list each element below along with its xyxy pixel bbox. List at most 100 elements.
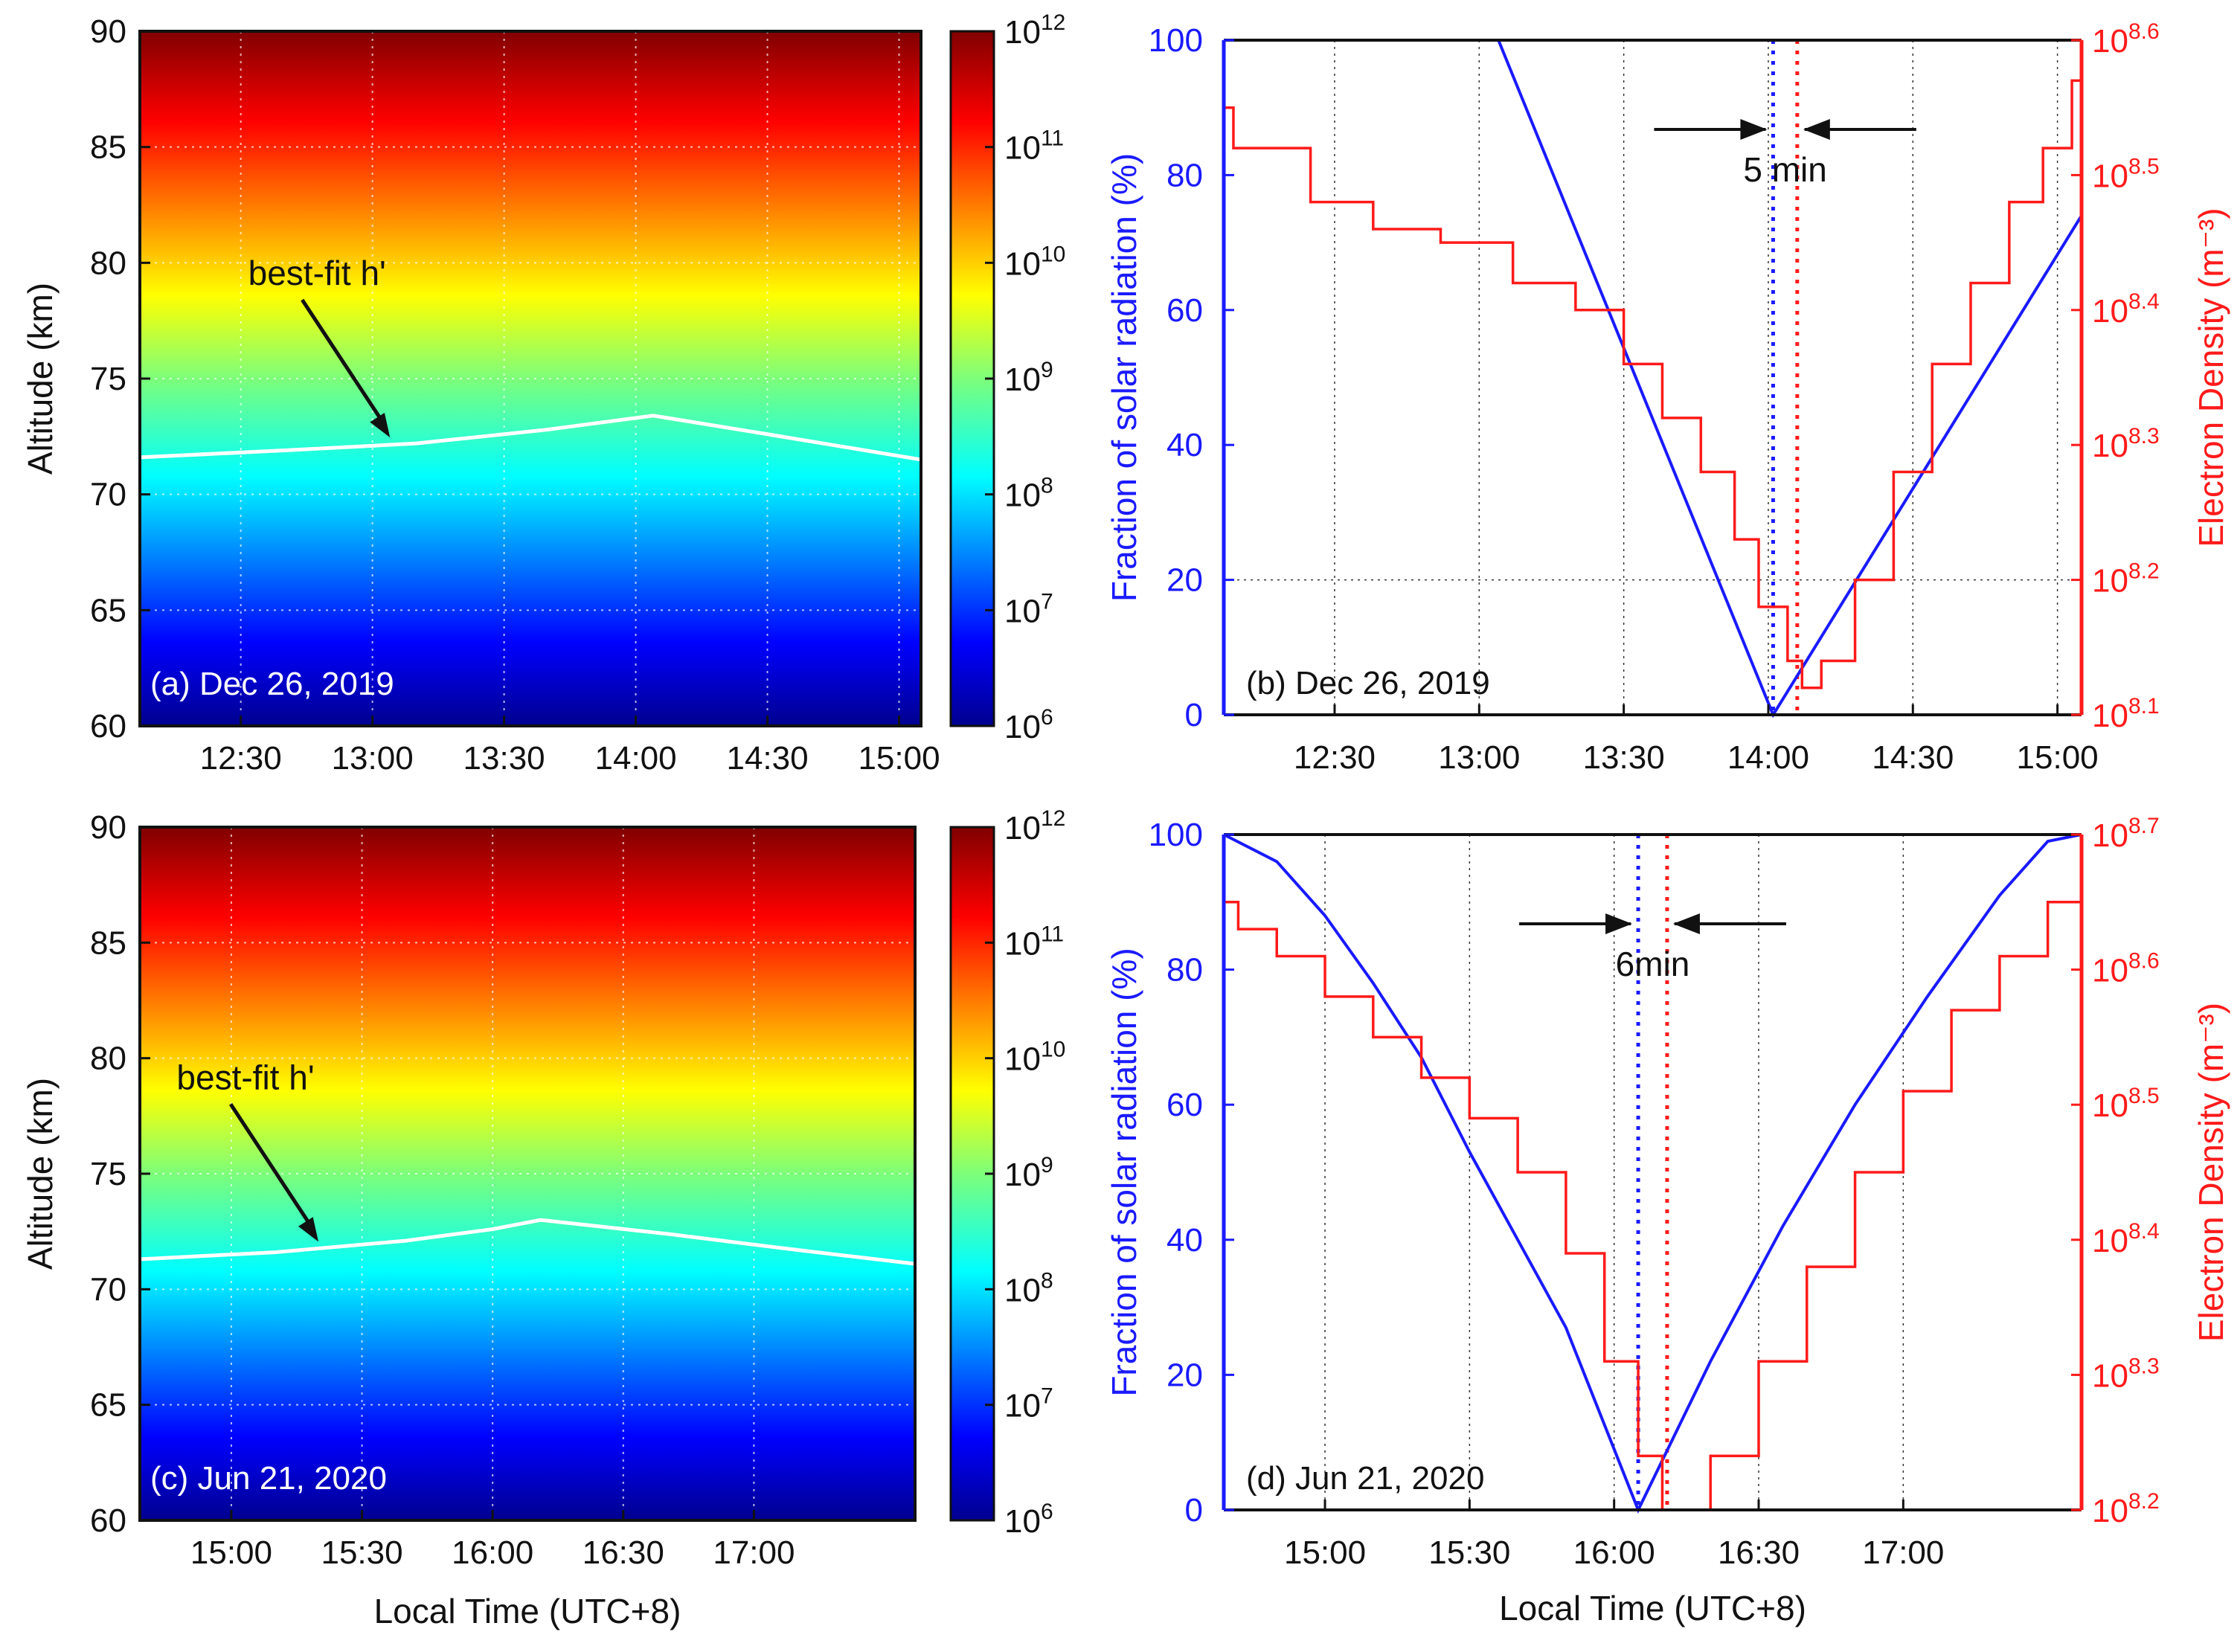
right-tick-label-exponent: 8.4 xyxy=(2128,1219,2160,1244)
x-tick-label: 16:00 xyxy=(1573,1534,1655,1571)
x-tick-label: 17:00 xyxy=(1862,1534,1944,1571)
y-tick-label: 70 xyxy=(90,477,126,513)
colorbar-tick-label: 1011 xyxy=(1004,126,1064,167)
colorbar-tick-label-base: 10 xyxy=(1004,810,1041,846)
right-tick-label: 108.5 xyxy=(2092,1084,2160,1124)
annotation-arrow-head xyxy=(298,1217,319,1242)
colorbar-tick-label: 108 xyxy=(1004,1268,1053,1308)
right-tick-label: 108.6 xyxy=(2092,949,2160,989)
panel-label: (b) Dec 26, 2019 xyxy=(1246,665,1490,701)
x-tick-label: 14:30 xyxy=(726,740,808,777)
x-tick-label: 14:30 xyxy=(1872,739,1954,776)
annotation-arrow-head xyxy=(370,412,391,438)
left-tick-label: 100 xyxy=(1149,22,1203,59)
left-tick-label: 80 xyxy=(1166,952,1203,989)
y-tick-label: 70 xyxy=(90,1271,126,1308)
right-tick-label-base: 10 xyxy=(2092,817,2128,854)
series-electron-density xyxy=(1224,835,2083,1511)
colorbar-tick-label: 109 xyxy=(1004,358,1053,398)
colorbar-tick-label-base: 10 xyxy=(1004,1503,1041,1540)
colorbar-tick-label-base: 10 xyxy=(1004,925,1041,962)
colorbar-tick-label: 106 xyxy=(1004,705,1053,745)
y-tick-label: 75 xyxy=(90,1156,126,1192)
interval-arrow-right-head xyxy=(1672,913,1700,934)
right-tick-label: 108.5 xyxy=(2092,154,2160,194)
y-tick-label: 85 xyxy=(90,925,126,961)
y-axis-label: Altitude (km) xyxy=(21,283,60,475)
colorbar-tick-label-base: 10 xyxy=(1004,361,1041,398)
annotation-arrow-shaft xyxy=(228,1103,315,1230)
colorbar-tick-label-base: 10 xyxy=(1004,130,1041,167)
right-tick-label: 108.3 xyxy=(2092,1354,2160,1394)
colorbar-tick-label: 109 xyxy=(1004,1153,1053,1193)
right-tick-label: 108.4 xyxy=(2092,1219,2160,1259)
right-tick-label-base: 10 xyxy=(2092,698,2128,734)
colorbar-tick-label: 1010 xyxy=(1004,242,1065,282)
right-tick-label: 108.7 xyxy=(2092,814,2160,854)
annotation-arrow-shaft xyxy=(301,298,386,425)
y-tick-label: 80 xyxy=(90,245,126,281)
right-tick-label-exponent: 8.4 xyxy=(2128,289,2160,314)
panel-d: 15:00 15:30 16:00 16:30 17:00020406080100108… xyxy=(1105,814,2230,1627)
colorbar-tick-label-base: 10 xyxy=(1004,1272,1041,1308)
colorbar-tick-label-base: 10 xyxy=(1004,593,1041,629)
series-solar-fraction xyxy=(1223,833,2082,1514)
right-tick-label-base: 10 xyxy=(2092,23,2128,60)
right-tick-label-base: 10 xyxy=(2092,1087,2128,1124)
colorbar-tick-label: 108 xyxy=(1004,474,1053,514)
right-tick-label: 108.6 xyxy=(2092,19,2160,60)
panel-label: (c) Jun 21, 2020 xyxy=(150,1460,387,1497)
colorbar-tick-label: 106 xyxy=(1004,1500,1053,1540)
colorbar-tick-label-exponent: 6 xyxy=(1041,1500,1053,1524)
right-tick-label: 108.3 xyxy=(2092,424,2160,464)
right-tick-label-base: 10 xyxy=(2092,1357,2128,1394)
x-tick-label: 15:00 xyxy=(858,740,940,777)
colorbar-tick-label-exponent: 11 xyxy=(1041,922,1064,946)
colorbar-tick-label-exponent: 9 xyxy=(1041,1153,1053,1177)
left-tick-label: 0 xyxy=(1185,1492,1203,1529)
x-axis-label: Local Time (UTC+8) xyxy=(374,1592,681,1630)
right-tick-label-exponent: 8.5 xyxy=(2128,154,2160,179)
left-tick-label: 80 xyxy=(1166,157,1203,193)
panel-c: 15:00 15:30 16:00 16:30 17:00 60 65 70 75 80 85 90 A… xyxy=(21,806,1065,1630)
y-tick-label: 65 xyxy=(90,592,126,629)
x-tick-label: 15:30 xyxy=(321,1534,402,1571)
right-tick-label: 108.2 xyxy=(2092,559,2160,600)
interval-arrow-left-head xyxy=(1605,913,1633,934)
x-tick-label: 13:00 xyxy=(332,740,414,777)
colorbar-tick-label-base: 10 xyxy=(1004,1041,1041,1078)
colorbar-tick-label-exponent: 12 xyxy=(1041,10,1065,35)
colorbar-tick-label-exponent: 9 xyxy=(1041,358,1053,382)
right-tick-label-exponent: 8.6 xyxy=(2128,949,2160,974)
right-tick-label-exponent: 8.2 xyxy=(2128,559,2160,584)
right-axis-label: Electron Density (m⁻³) xyxy=(2192,208,2230,547)
left-tick-label: 20 xyxy=(1166,1357,1203,1393)
best-fit-annotation: best-fit h' xyxy=(176,1058,314,1096)
right-tick-label-base: 10 xyxy=(2092,953,2128,989)
right-tick-label-exponent: 8.1 xyxy=(2128,694,2160,719)
left-tick-label: 100 xyxy=(1149,817,1203,853)
colorbar-tick-label-base: 10 xyxy=(1004,14,1041,51)
right-tick-label-base: 10 xyxy=(2092,563,2128,600)
colorbar-tick-label: 1010 xyxy=(1004,1038,1065,1078)
right-tick-label-exponent: 8.2 xyxy=(2128,1489,2160,1514)
left-axis-label: Fraction of solar radiation (%) xyxy=(1105,153,1143,602)
x-tick-label: 14:00 xyxy=(595,740,677,777)
colorbar-tick-label-base: 10 xyxy=(1004,1157,1041,1193)
best-fit-annotation: best-fit h' xyxy=(248,254,386,292)
right-tick-label-exponent: 8.3 xyxy=(2128,1354,2160,1378)
y-tick-label: 90 xyxy=(90,809,126,846)
y-tick-label: 65 xyxy=(90,1387,126,1424)
plot-bg-d xyxy=(1224,835,2082,1510)
colorbar-tick-label-exponent: 6 xyxy=(1041,705,1053,730)
x-tick-label: 13:30 xyxy=(463,740,545,777)
x-tick-label: 15:00 xyxy=(2017,739,2099,776)
colorbar-tick-label-exponent: 10 xyxy=(1041,242,1065,266)
y-tick-label: 75 xyxy=(90,361,126,397)
x-tick-label: 13:30 xyxy=(1583,739,1665,776)
best-fit-line-a xyxy=(139,414,922,462)
best-fit-line-c xyxy=(139,1218,916,1266)
colorbar-tick-label-exponent: 7 xyxy=(1041,589,1053,614)
colorbar-tick-label-exponent: 10 xyxy=(1041,1038,1065,1062)
